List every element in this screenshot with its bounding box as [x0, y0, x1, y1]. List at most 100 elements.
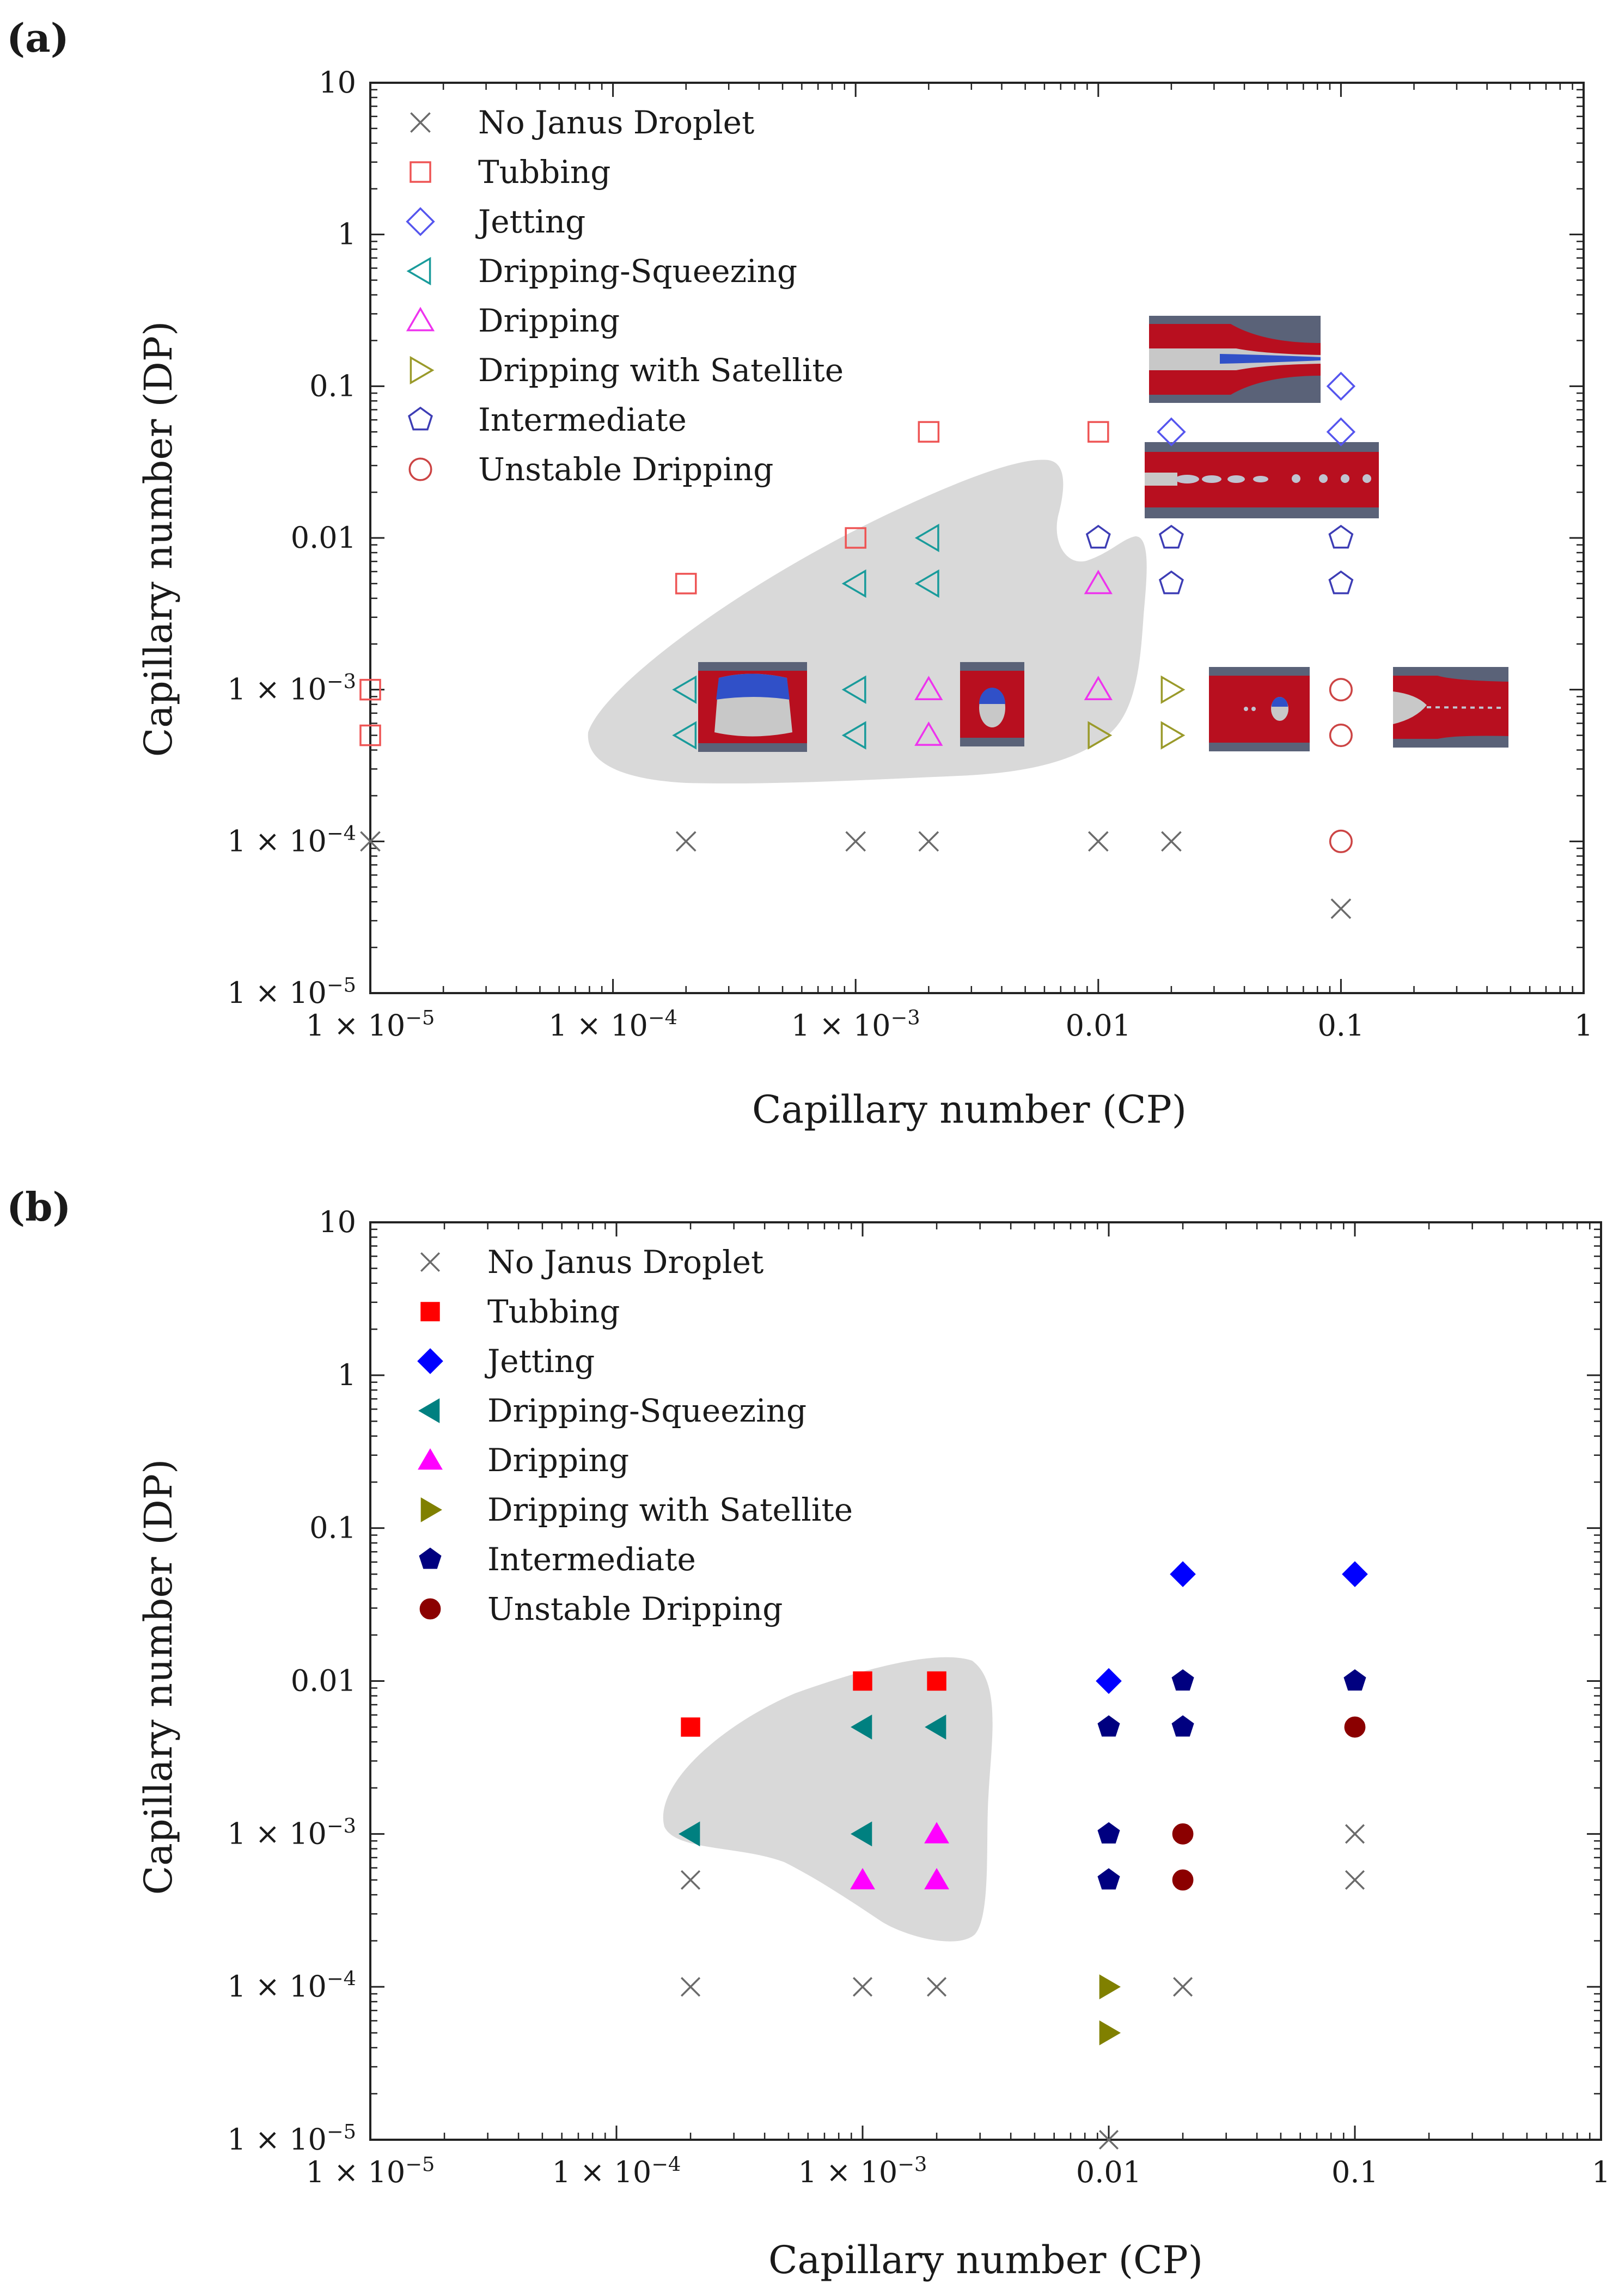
- panel-b-legend-marker-unstable-dripping: [419, 1598, 441, 1620]
- panel-b-legend-marker-intermediate: [419, 1547, 442, 1569]
- panel-b-point-dripping-squeezing: [679, 1821, 700, 1847]
- panel-a-legend-label-intermediate: Intermediate: [478, 401, 687, 438]
- panel-a-point-dripping-with-satellite: [1160, 675, 1186, 704]
- panel-b-point-dripping-with-satellite: [1099, 2020, 1121, 2046]
- panel-b-legend-label-dripping-with-satellite: Dripping with Satellite: [487, 1491, 853, 1528]
- panel-b-y-tick-label: 0.01: [291, 1664, 356, 1698]
- panel-b-legend-marker-dripping: [418, 1448, 443, 1470]
- panel-a-point-tubbing: [918, 421, 940, 443]
- panel-b-point-jetting: [1096, 1668, 1122, 1694]
- panel-a-point-no-janus-droplet: [1088, 831, 1109, 852]
- panel-a-legend-marker-dripping-with-satellite: [410, 356, 435, 385]
- panel-a-legend-label-dripping-squeezing: Dripping-Squeezing: [478, 253, 797, 290]
- panel-b-y-tick-label: 1: [338, 1358, 356, 1392]
- panel-a: (a): [7, 15, 1593, 1132]
- panel-b-legend-label-intermediate: Intermediate: [487, 1541, 696, 1578]
- panel-b-legend-label-dripping: Dripping: [487, 1442, 629, 1479]
- panel-b-legend-marker-no-janus-droplet: [420, 1252, 441, 1272]
- panel-b-shaded-region: [663, 1657, 993, 1942]
- panel-b-x-tick-label: 1 × 10−4: [552, 2152, 681, 2189]
- panel-a-inset-jet-tube: [1149, 316, 1321, 403]
- panel-a-point-unstable-dripping: [1329, 829, 1353, 853]
- panel-b-point-no-janus-droplet: [1345, 1870, 1365, 1890]
- panel-b-point-dripping: [924, 1822, 949, 1844]
- panel-a-point-dripping: [1084, 570, 1113, 595]
- panel-a-y-tick-label: 1 × 10−4: [227, 822, 356, 859]
- panel-a-point-jetting: [1326, 417, 1356, 446]
- panel-b-y-tick-label: 1 × 10−3: [227, 1814, 356, 1851]
- panel-b-point-intermediate: [1171, 1669, 1194, 1691]
- panel-b-point-intermediate: [1171, 1715, 1194, 1737]
- panel-b-point-no-janus-droplet: [852, 1977, 873, 1997]
- panel-a-y-tick-label: 1 × 10−3: [227, 670, 356, 707]
- panel-a-y-tick-label: 1 × 10−5: [227, 973, 356, 1010]
- panel-b-x-axis-label: Capillary number (CP): [768, 2238, 1203, 2282]
- panel-b-y-tick-label: 1 × 10−5: [227, 2120, 356, 2157]
- panel-a-legend-marker-no-janus-droplet: [410, 112, 431, 133]
- panel-b-legend-label-jetting: Jetting: [485, 1343, 595, 1380]
- panel-a-point-dripping-squeezing: [914, 523, 939, 553]
- panel-b-point-dripping-squeezing: [925, 1715, 946, 1740]
- panel-b-legend-marker-dripping-with-satellite: [420, 1497, 442, 1522]
- panel-a-legend-marker-intermediate: [408, 406, 433, 431]
- panel-b-legend-label-dripping-squeezing: Dripping-Squeezing: [487, 1392, 807, 1429]
- panel-a-legend-marker-jetting: [406, 207, 435, 236]
- panel-a-point-unstable-dripping: [1329, 678, 1353, 702]
- panel-b-point-no-janus-droplet: [1345, 1824, 1365, 1844]
- panel-b-point-unstable-dripping: [1344, 1716, 1366, 1738]
- panel-b-legend-label-unstable-dripping: Unstable Dripping: [487, 1590, 783, 1627]
- panel-a-legend-marker-unstable-dripping: [408, 457, 432, 481]
- panel-a-point-jetting: [1157, 417, 1186, 446]
- panel-a-point-dripping-squeezing: [914, 569, 939, 598]
- panel-b-markers: [679, 1561, 1368, 2150]
- panel-a-point-unstable-dripping: [1329, 724, 1353, 748]
- panel-a-y-tick-label: 10: [319, 65, 356, 100]
- panel-b-point-intermediate: [1097, 1822, 1120, 1844]
- panel-a-point-dripping-squeezing: [672, 675, 697, 704]
- panel-a-point-tubbing: [359, 678, 381, 701]
- panel-a-point-no-janus-droplet: [360, 831, 381, 852]
- panel-b-point-no-janus-droplet: [1173, 1977, 1193, 1997]
- panel-b-x-tick-label: 0.1: [1331, 2155, 1378, 2189]
- panel-b-point-no-janus-droplet: [681, 1977, 701, 1997]
- panel-a-point-intermediate: [1328, 524, 1354, 549]
- panel-b-point-tubbing: [853, 1671, 872, 1691]
- panel-b-legend-label-tubbing: Tubbing: [487, 1293, 620, 1330]
- panel-a-ticks: 1 × 10−5 1 × 10−4 1 × 10−3 0.01 0.1 1 1 × 10−5…: [227, 65, 1593, 1043]
- panel-a-point-intermediate: [1328, 570, 1354, 595]
- panel-a-point-dripping: [914, 721, 943, 746]
- panel-a-point-dripping-with-satellite: [1160, 721, 1186, 750]
- panel-b-x-tick-label: 0.01: [1076, 2155, 1141, 2189]
- panel-a-point-dripping-squeezing: [841, 675, 866, 704]
- panel-a-point-no-janus-droplet: [1161, 831, 1182, 852]
- panel-a-inset-small-droplet: [960, 662, 1024, 746]
- panel-b-point-tubbing: [681, 1717, 700, 1737]
- panel-a-legend-label-jetting: Jetting: [475, 203, 585, 240]
- panel-b-label: (b): [7, 1184, 71, 1230]
- panel-a-point-dripping-squeezing: [841, 721, 866, 750]
- panel-b-legend: No Janus Droplet Tubbing Jetting Dripping-S…: [417, 1244, 853, 1627]
- panel-a-point-intermediate: [1158, 570, 1184, 595]
- panel-a-y-axis-label: Capillary number (DP): [136, 321, 181, 757]
- panel-a-point-intermediate: [1085, 524, 1111, 549]
- panel-b-point-dripping-squeezing: [851, 1715, 872, 1740]
- panel-b: (b) 1 × 10−5 1 × 10−4 1 × 10−3 0.01 0.1 1 1 × …: [7, 1184, 1610, 2282]
- panel-a-point-no-janus-droplet: [845, 831, 866, 852]
- panel-a-label: (a): [7, 15, 69, 61]
- panel-a-point-dripping-squeezing: [672, 721, 697, 750]
- panel-b-point-dripping-with-satellite: [1099, 1974, 1121, 2000]
- panel-a-legend-label-dripping: Dripping: [478, 302, 620, 339]
- panel-a-point-dripping-with-satellite: [1088, 721, 1113, 750]
- panel-a-legend-label-no-janus-droplet: No Janus Droplet: [478, 104, 754, 141]
- panel-a-x-axis-label: Capillary number (CP): [752, 1087, 1187, 1132]
- panel-b-y-tick-label: 10: [319, 1205, 356, 1239]
- panel-b-point-intermediate: [1097, 1715, 1120, 1737]
- panel-a-x-tick-label: 0.1: [1317, 1008, 1364, 1043]
- panel-b-point-jetting: [1342, 1561, 1368, 1588]
- panel-a-point-tubbing: [359, 724, 381, 746]
- panel-a-legend-marker-dripping: [406, 307, 435, 332]
- panel-a-x-tick-label: 0.01: [1066, 1008, 1131, 1043]
- panel-a-point-no-janus-droplet: [1330, 898, 1352, 919]
- panel-a-x-tick-label: 1 × 10−5: [306, 1006, 435, 1043]
